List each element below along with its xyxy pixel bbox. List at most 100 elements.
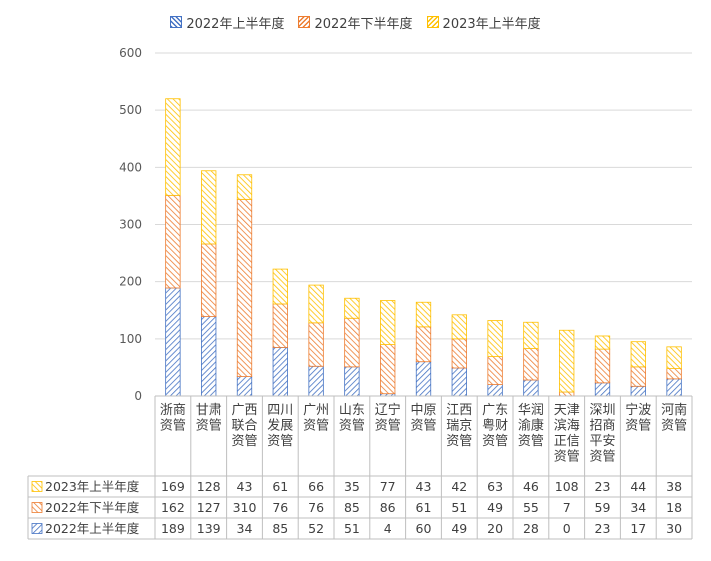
table-series-label: 2022年下半年度 (45, 500, 140, 515)
y-tick-label: 400 (119, 160, 142, 174)
table-value: 51 (451, 500, 467, 515)
table-value: 43 (237, 479, 253, 494)
bar-segment (272, 303, 288, 348)
bar-segment (165, 194, 181, 289)
table-value: 7 (563, 500, 571, 515)
bar-segment (272, 268, 288, 305)
table-value: 49 (487, 500, 503, 515)
table-value: 46 (523, 479, 539, 494)
y-tick-label: 0 (134, 389, 142, 403)
bar-segment (344, 317, 360, 368)
table-value: 76 (308, 500, 324, 515)
legend-item: 2023年上半年度 (426, 13, 541, 32)
bar-segment (523, 348, 539, 381)
legend-swatch (298, 16, 311, 28)
table-value: 28 (523, 521, 539, 536)
table-value: 23 (595, 521, 611, 536)
table-value: 34 (237, 521, 253, 536)
table-value: 108 (555, 479, 579, 494)
bar-segment (308, 284, 324, 324)
bar-segment (487, 356, 503, 385)
bar-segment (272, 347, 288, 397)
table-legend-key (31, 523, 43, 534)
x-tick-label: 辽宁资管 (375, 402, 401, 434)
table-value: 35 (344, 479, 360, 494)
y-tick-label: 200 (119, 275, 142, 289)
x-tick-label: 江西瑞京资管 (446, 403, 472, 449)
table-value: 43 (416, 479, 432, 494)
table-value: 139 (197, 521, 221, 536)
bar-segment (236, 198, 253, 377)
bar-segment (308, 322, 324, 367)
bar-segment (451, 314, 467, 340)
table-series-label: 2023年上半年度 (45, 479, 140, 494)
table-value: 18 (666, 500, 682, 515)
legend-swatch (170, 16, 183, 28)
bar-segment (594, 382, 611, 397)
x-tick-label: 河南资管 (661, 402, 687, 434)
table-value: 44 (630, 479, 646, 494)
bar-segment (630, 341, 646, 368)
table-value: 55 (523, 500, 539, 515)
bar-segment (201, 170, 217, 245)
bar-segment (451, 367, 467, 397)
bar-segment (380, 300, 396, 345)
bar-segment (201, 316, 217, 397)
bar-segment (666, 368, 682, 380)
bar-segment (236, 174, 253, 200)
bar-segment (380, 344, 396, 395)
table-value: 4 (384, 521, 392, 536)
table-value: 38 (666, 479, 682, 494)
bar-segment (487, 320, 503, 357)
table-value: 162 (161, 500, 185, 515)
bar-segment (415, 361, 432, 397)
bar-segment (415, 326, 432, 363)
x-tick-label: 中原资管 (410, 403, 436, 434)
bar-segment (666, 378, 682, 397)
legend-label: 2022年上半年度 (186, 16, 285, 32)
table-value: 23 (595, 479, 611, 494)
bar-segment (559, 391, 575, 397)
table-legend-key (31, 481, 43, 492)
y-tick-label: 300 (119, 218, 142, 232)
table-value: 76 (272, 500, 288, 515)
x-tick-label: 天津滨海正信资管 (554, 403, 580, 465)
bar-segment (165, 287, 181, 397)
table-value: 49 (451, 521, 467, 536)
x-tick-label: 广东粤财资管 (482, 403, 508, 449)
table-value: 86 (380, 500, 396, 515)
table-value: 51 (344, 521, 360, 536)
legend-swatch (426, 16, 439, 28)
bar-segment (165, 98, 181, 196)
x-tick-label: 甘肃资管 (196, 403, 222, 434)
table-value: 169 (161, 479, 185, 494)
table-value: 17 (630, 521, 646, 536)
bar-segment (523, 379, 539, 397)
table-legend-key (31, 502, 43, 513)
x-tick-label: 浙商资管 (160, 403, 186, 434)
bar-segment (630, 385, 646, 397)
x-tick-label: 深圳招商平安资管 (589, 403, 615, 465)
bar-segment (236, 376, 253, 397)
table-value: 34 (630, 500, 646, 515)
bar-segment (201, 243, 217, 317)
legend-label: 2023年上半年度 (442, 16, 541, 32)
bar-segment (487, 384, 503, 397)
table-value: 20 (487, 521, 503, 536)
bar-segment (666, 346, 682, 369)
table-value: 77 (380, 479, 396, 494)
table-value: 52 (308, 521, 324, 536)
bar-segment (630, 366, 646, 387)
table-value: 66 (308, 479, 324, 494)
y-tick-label: 100 (119, 332, 142, 346)
y-tick-label: 500 (119, 103, 142, 117)
table-value: 189 (161, 521, 185, 536)
x-tick-label: 广州资管 (303, 403, 329, 434)
table-value: 42 (451, 479, 467, 494)
y-tick-label: 600 (119, 46, 142, 60)
table-value: 60 (416, 521, 432, 536)
table-value: 85 (272, 521, 288, 536)
legend-item: 2022年下半年度 (298, 13, 413, 32)
table-value: 127 (197, 500, 221, 515)
